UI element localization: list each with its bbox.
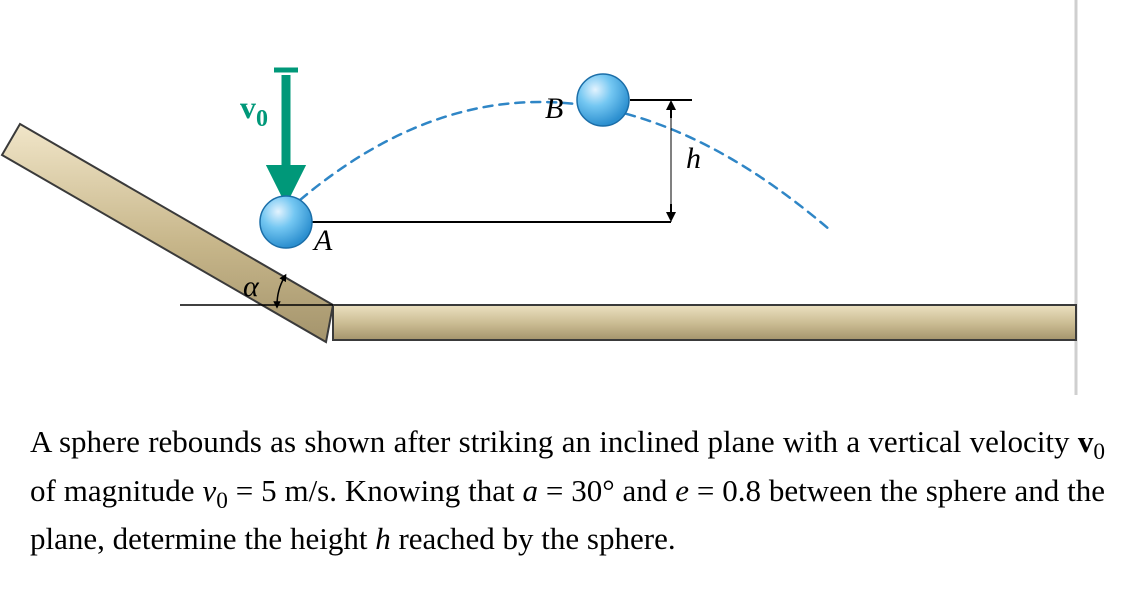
v0-symbol-sub: 0 xyxy=(216,488,228,514)
ground-surface xyxy=(333,305,1076,340)
e-symbol: e xyxy=(675,473,689,508)
label-h: h xyxy=(686,142,701,175)
problem-text-4: = 30° and xyxy=(546,473,675,508)
label-alpha: α xyxy=(243,270,260,303)
alpha-symbol: a xyxy=(523,473,539,508)
figure-svg: v0 A B h α xyxy=(0,0,1132,395)
label-b: B xyxy=(545,92,563,125)
problem-text-3: = 5 m/s. Knowing that xyxy=(236,473,523,508)
v0-vector: v xyxy=(1078,424,1094,459)
h-symbol: h xyxy=(375,521,391,556)
velocity-label: v0 xyxy=(240,89,268,132)
problem-statement: A sphere rebounds as shown after strikin… xyxy=(30,420,1105,561)
sphere-b xyxy=(577,74,629,126)
physics-figure: v0 A B h α xyxy=(0,0,1132,395)
right-edge xyxy=(1076,0,1132,395)
problem-text-1: A sphere rebounds as shown after strikin… xyxy=(30,424,1078,459)
sphere-a xyxy=(260,196,312,248)
problem-text-2: of magnitude xyxy=(30,473,202,508)
page: v0 A B h α xyxy=(0,0,1132,605)
trajectory-path xyxy=(300,102,830,230)
problem-text-6: reached by the sphere. xyxy=(398,521,675,556)
v0-vector-sub: 0 xyxy=(1093,439,1105,465)
label-a: A xyxy=(312,224,333,257)
v0-symbol: v xyxy=(202,473,216,508)
